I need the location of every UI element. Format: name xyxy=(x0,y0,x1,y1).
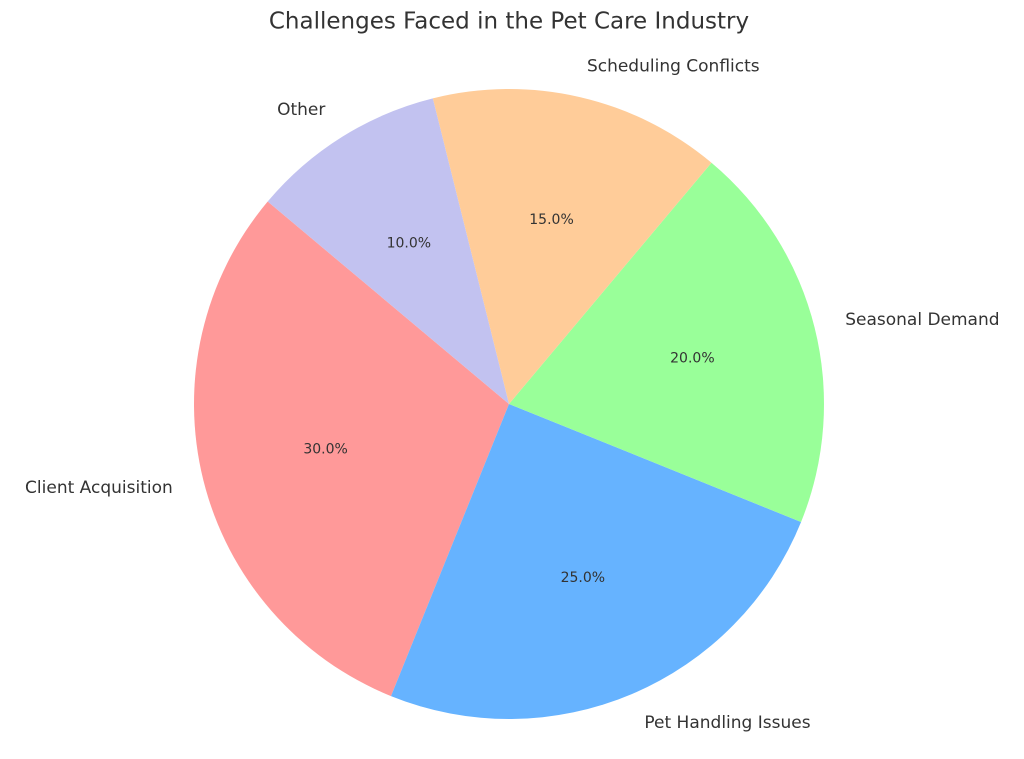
percent-label: 10.0% xyxy=(387,236,431,252)
slice-label: Seasonal Demand xyxy=(845,310,999,330)
pie-slice xyxy=(432,89,712,404)
pie-slice xyxy=(193,201,510,697)
slice-label: Other xyxy=(277,100,325,120)
pie-slice xyxy=(509,162,824,523)
percent-label: 25.0% xyxy=(561,570,605,586)
percent-label: 30.0% xyxy=(303,442,347,458)
percent-label: 15.0% xyxy=(529,212,573,228)
chart-title: Challenges Faced in the Pet Care Industr… xyxy=(269,9,749,35)
slice-label: Client Acquisition xyxy=(25,478,173,498)
pie-slice xyxy=(267,98,509,405)
pie-slice xyxy=(390,404,802,719)
slice-label: Scheduling Conflicts xyxy=(587,56,760,76)
slice-label: Pet Handling Issues xyxy=(644,713,810,733)
percent-label: 20.0% xyxy=(670,350,714,366)
